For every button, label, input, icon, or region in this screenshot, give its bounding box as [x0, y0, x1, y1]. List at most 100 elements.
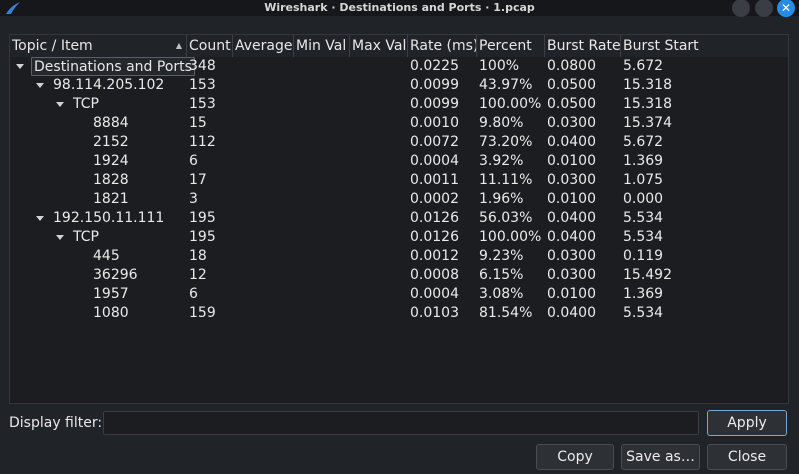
row-percent-cell: 100.00% [479, 96, 542, 112]
row-burst-start-cell: 1.369 [623, 286, 664, 302]
row-min-cell [294, 247, 296, 266]
table-row[interactable]: Destinations and Ports 348 0.0225 100% 0.080… [10, 57, 788, 76]
row-count-cell: 18 [189, 248, 207, 264]
row-average-cell [233, 285, 235, 304]
display-filter-label: Display filter: [9, 415, 103, 431]
row-min-cell [294, 171, 296, 190]
row-min-cell [294, 266, 296, 285]
row-rate-cell: 0.0012 [410, 248, 459, 264]
row-max-cell [350, 133, 352, 152]
row-percent-cell: 100.00% [479, 229, 542, 245]
row-max-cell [350, 266, 352, 285]
column-header-min-val[interactable]: Min Val [294, 35, 350, 57]
row-burst-rate-cell: 0.0400 [547, 134, 596, 150]
table-row[interactable]: 8884 15 0.0010 9.80% 0.0300 15.374 [10, 114, 788, 133]
apply-button[interactable]: Apply [707, 410, 787, 436]
row-topic-item: 1924 [93, 153, 129, 169]
expand-caret-icon[interactable] [36, 216, 44, 221]
row-min-cell [294, 76, 296, 95]
row-burst-rate-cell: 0.0100 [547, 191, 596, 207]
row-percent-cell: 81.54% [479, 305, 533, 321]
statistics-tree-table[interactable]: Topic / Item ▲ Count Average Min Val Max… [9, 34, 789, 404]
table-row[interactable]: 1924 6 0.0004 3.92% 0.0100 1.369 [10, 152, 788, 171]
row-min-cell [294, 190, 296, 209]
table-row[interactable]: 1828 17 0.0011 11.11% 0.0300 1.075 [10, 171, 788, 190]
row-average-cell [233, 171, 235, 190]
save-as-button[interactable]: Save as… [621, 444, 700, 470]
row-max-cell [350, 190, 352, 209]
row-rate-cell: 0.0002 [410, 191, 459, 207]
expand-caret-icon[interactable] [56, 235, 64, 240]
row-count-cell: 6 [189, 153, 198, 169]
row-burst-rate-cell: 0.0300 [547, 267, 596, 283]
column-header-topic[interactable]: Topic / Item ▲ [10, 35, 187, 57]
row-burst-start-cell: 15.374 [623, 115, 672, 131]
row-rate-cell: 0.0004 [410, 153, 459, 169]
row-topic-item: 1080 [93, 305, 129, 321]
close-icon: ✕ [780, 1, 792, 15]
row-min-cell [294, 57, 296, 76]
column-header-burst-rate[interactable]: Burst Rate [545, 35, 621, 57]
row-burst-rate-cell: 0.0500 [547, 77, 596, 93]
row-rate-cell: 0.0010 [410, 115, 459, 131]
table-row[interactable]: TCP 195 0.0126 100.00% 0.0400 5.534 [10, 228, 788, 247]
close-button[interactable]: Close [707, 444, 787, 470]
row-burst-rate-cell: 0.0300 [547, 115, 596, 131]
title-bar: Wireshark · Destinations and Ports · 1.p… [0, 0, 799, 17]
row-average-cell [233, 304, 235, 323]
minimize-button[interactable] [732, 0, 750, 17]
table-row[interactable]: 1080 159 0.0103 81.54% 0.0400 5.534 [10, 304, 788, 323]
row-rate-cell: 0.0008 [410, 267, 459, 283]
table-row[interactable]: 36296 12 0.0008 6.15% 0.0300 15.492 [10, 266, 788, 285]
row-burst-start-cell: 1.075 [623, 172, 664, 188]
row-burst-start-cell: 1.369 [623, 153, 664, 169]
expand-caret-icon[interactable] [56, 102, 64, 107]
row-min-cell [294, 228, 296, 247]
window-close-button[interactable]: ✕ [777, 0, 795, 17]
window-title: Wireshark · Destinations and Ports · 1.p… [264, 1, 535, 14]
row-max-cell [350, 57, 352, 76]
column-header-max-val[interactable]: Max Val [350, 35, 408, 57]
table-row[interactable]: 445 18 0.0012 9.23% 0.0300 0.119 [10, 247, 788, 266]
expand-caret-icon[interactable] [16, 64, 24, 69]
row-average-cell [233, 247, 235, 266]
row-percent-cell: 1.96% [479, 191, 524, 207]
row-count-cell: 153 [189, 96, 216, 112]
copy-button[interactable]: Copy [536, 444, 614, 470]
expand-caret-icon[interactable] [36, 83, 44, 88]
table-row[interactable]: 192.150.11.111 195 0.0126 56.03% 0.0400 5.534 [10, 209, 788, 228]
row-rate-cell: 0.0011 [410, 172, 459, 188]
table-row[interactable]: 2152 112 0.0072 73.20% 0.0400 5.672 [10, 133, 788, 152]
row-burst-start-cell: 5.534 [623, 305, 664, 321]
row-min-cell [294, 209, 296, 228]
row-burst-rate-cell: 0.0400 [547, 210, 596, 226]
row-max-cell [350, 304, 352, 323]
row-percent-cell: 73.20% [479, 134, 533, 150]
column-header-average[interactable]: Average [233, 35, 294, 57]
row-topic-item: 36296 [93, 267, 138, 283]
column-header-percent[interactable]: Percent [477, 35, 545, 57]
row-rate-cell: 0.0099 [410, 96, 459, 112]
row-min-cell [294, 285, 296, 304]
table-row[interactable]: 1821 3 0.0002 1.96% 0.0100 0.000 [10, 190, 788, 209]
column-header-count[interactable]: Count [187, 35, 233, 57]
table-header: Topic / Item ▲ Count Average Min Val Max… [10, 35, 788, 57]
row-topic-item: Destinations and Ports [31, 57, 195, 76]
row-burst-rate-cell: 0.0500 [547, 96, 596, 112]
row-min-cell [294, 133, 296, 152]
row-percent-cell: 9.23% [479, 248, 524, 264]
row-average-cell [233, 95, 235, 114]
row-percent-cell: 100% [479, 58, 520, 74]
column-header-burst-start[interactable]: Burst Start [623, 38, 699, 54]
wireshark-fin-icon [6, 2, 20, 14]
row-burst-start-cell: 5.672 [623, 58, 664, 74]
table-row[interactable]: 1957 6 0.0004 3.08% 0.0100 1.369 [10, 285, 788, 304]
maximize-button[interactable] [755, 0, 773, 17]
row-max-cell [350, 152, 352, 171]
table-row[interactable]: TCP 153 0.0099 100.00% 0.0500 15.318 [10, 95, 788, 114]
table-row[interactable]: 98.114.205.102 153 0.0099 43.97% 0.0500 15.31… [10, 76, 788, 95]
row-max-cell [350, 285, 352, 304]
display-filter-input[interactable] [103, 411, 699, 435]
row-count-cell: 348 [189, 58, 216, 74]
column-header-rate[interactable]: Rate (ms) [408, 35, 477, 57]
